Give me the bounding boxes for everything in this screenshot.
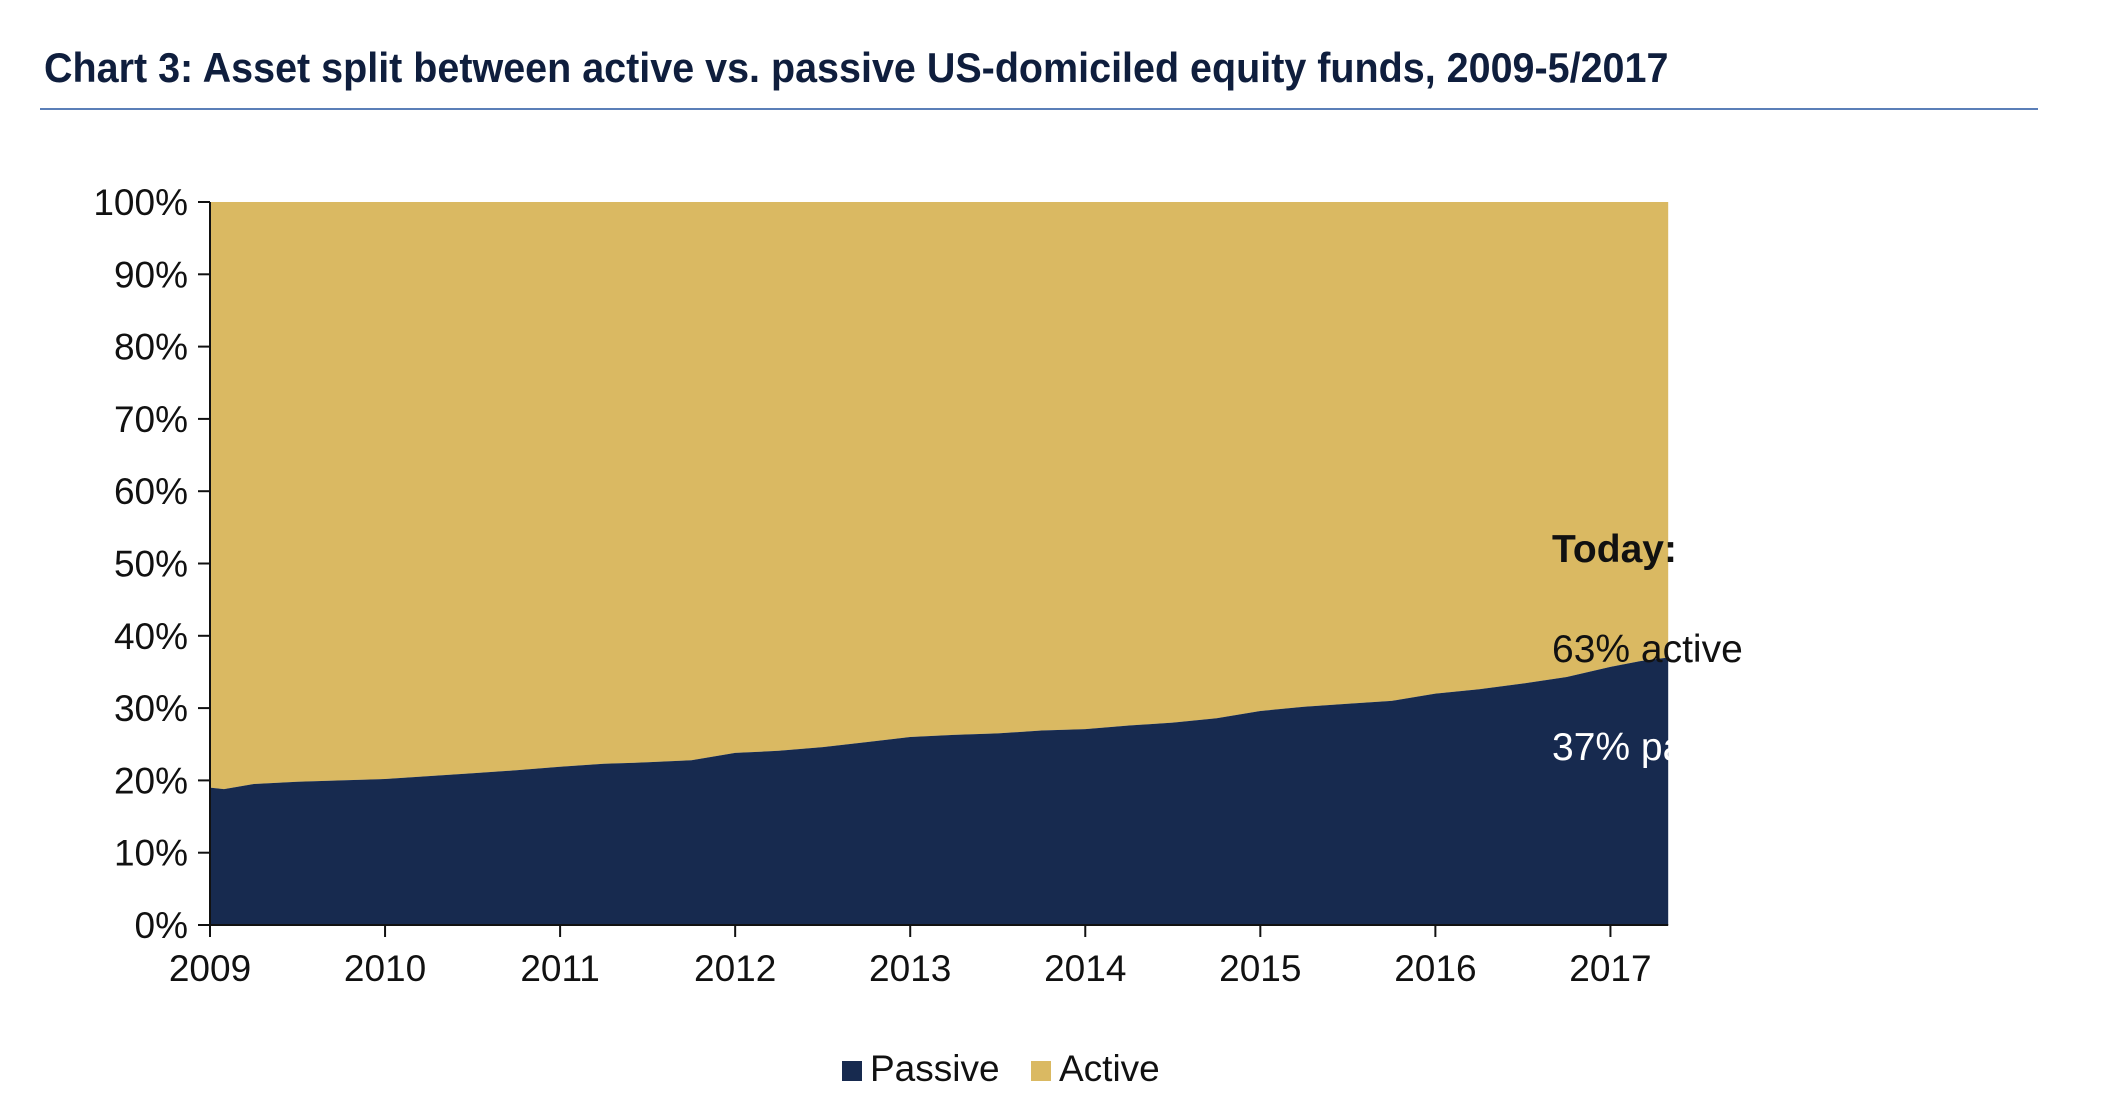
legend-label-passive: Passive [870, 1048, 1000, 1089]
y-tick-label: 80% [114, 327, 188, 368]
x-tick-label: 2017 [1569, 948, 1651, 989]
y-tick-label: 70% [114, 399, 188, 440]
x-tick-label: 2011 [520, 948, 600, 989]
annotation-today: Today: [1552, 528, 1677, 571]
annotation-active: 63% active [1552, 628, 1743, 671]
x-tick-label: 2015 [1219, 948, 1301, 989]
y-tick-label: 40% [114, 616, 188, 657]
x-tick-label: 2012 [694, 948, 776, 989]
annotation-passive: 37% passive [1552, 726, 1773, 769]
x-tick-label: 2009 [169, 948, 251, 989]
y-tick-label: 90% [114, 254, 188, 295]
x-tick-label: 2014 [1044, 948, 1126, 989]
annotations: Today: 63% active 37% passive [1552, 528, 1773, 769]
plot-areas [210, 202, 1669, 925]
x-axis: 2009 2010 2011 2012 2013 2014 2015 2016 2017 [169, 924, 1669, 989]
x-tick-label: 2010 [344, 948, 426, 989]
y-tick-label: 50% [114, 544, 188, 585]
y-tick-label: 10% [114, 833, 188, 874]
legend-swatch-active [1031, 1061, 1051, 1081]
area-active [210, 202, 1669, 790]
area-passive [210, 657, 1669, 925]
x-tick-label: 2016 [1394, 948, 1476, 989]
legend-label-active: Active [1059, 1048, 1160, 1089]
y-tick-label: 100% [93, 182, 188, 223]
y-tick-label: 0% [135, 905, 188, 946]
y-tick-label: 60% [114, 471, 188, 512]
chart-title: Chart 3: Asset split between active vs. … [44, 44, 1669, 91]
y-tick-label: 30% [114, 688, 188, 729]
title-divider [40, 108, 2038, 110]
x-tick-label: 2013 [869, 948, 951, 989]
legend-swatch-passive [842, 1061, 862, 1081]
legend: Passive Active [842, 1048, 1160, 1089]
y-axis: 0% 10% 20% 30% 40% 50% 60% 70% 80% 90% 100% [93, 182, 211, 946]
y-tick-label: 20% [114, 760, 188, 801]
